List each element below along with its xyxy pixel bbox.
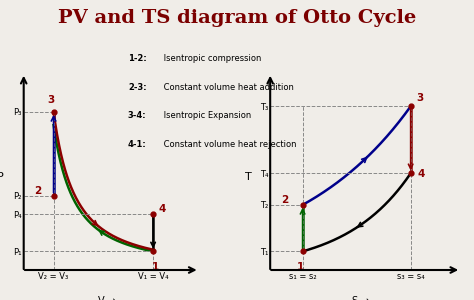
Text: Constant volume heat rejection: Constant volume heat rejection: [161, 140, 297, 148]
Text: Constant volume heat addition: Constant volume heat addition: [161, 82, 294, 91]
Text: 1: 1: [151, 262, 159, 272]
Text: 1-2:: 1-2:: [128, 54, 147, 63]
Text: S →: S →: [352, 296, 369, 300]
Text: 3-4:: 3-4:: [128, 111, 146, 120]
Text: 1: 1: [297, 262, 304, 272]
Text: 2: 2: [34, 186, 41, 196]
Text: Isentropic Expansion: Isentropic Expansion: [161, 111, 251, 120]
Text: 3: 3: [416, 93, 423, 103]
Text: 4-1:: 4-1:: [128, 140, 147, 148]
Text: Isentropic compression: Isentropic compression: [161, 54, 262, 63]
Text: 2-3:: 2-3:: [128, 82, 146, 91]
Text: 2: 2: [281, 195, 288, 205]
Text: PV and TS diagram of Otto Cycle: PV and TS diagram of Otto Cycle: [58, 9, 416, 27]
Text: 4: 4: [418, 169, 425, 179]
Text: 4: 4: [158, 204, 165, 214]
Text: 3: 3: [47, 94, 54, 105]
Text: T: T: [245, 172, 252, 182]
Text: V →: V →: [98, 296, 116, 300]
Text: P: P: [0, 172, 4, 182]
